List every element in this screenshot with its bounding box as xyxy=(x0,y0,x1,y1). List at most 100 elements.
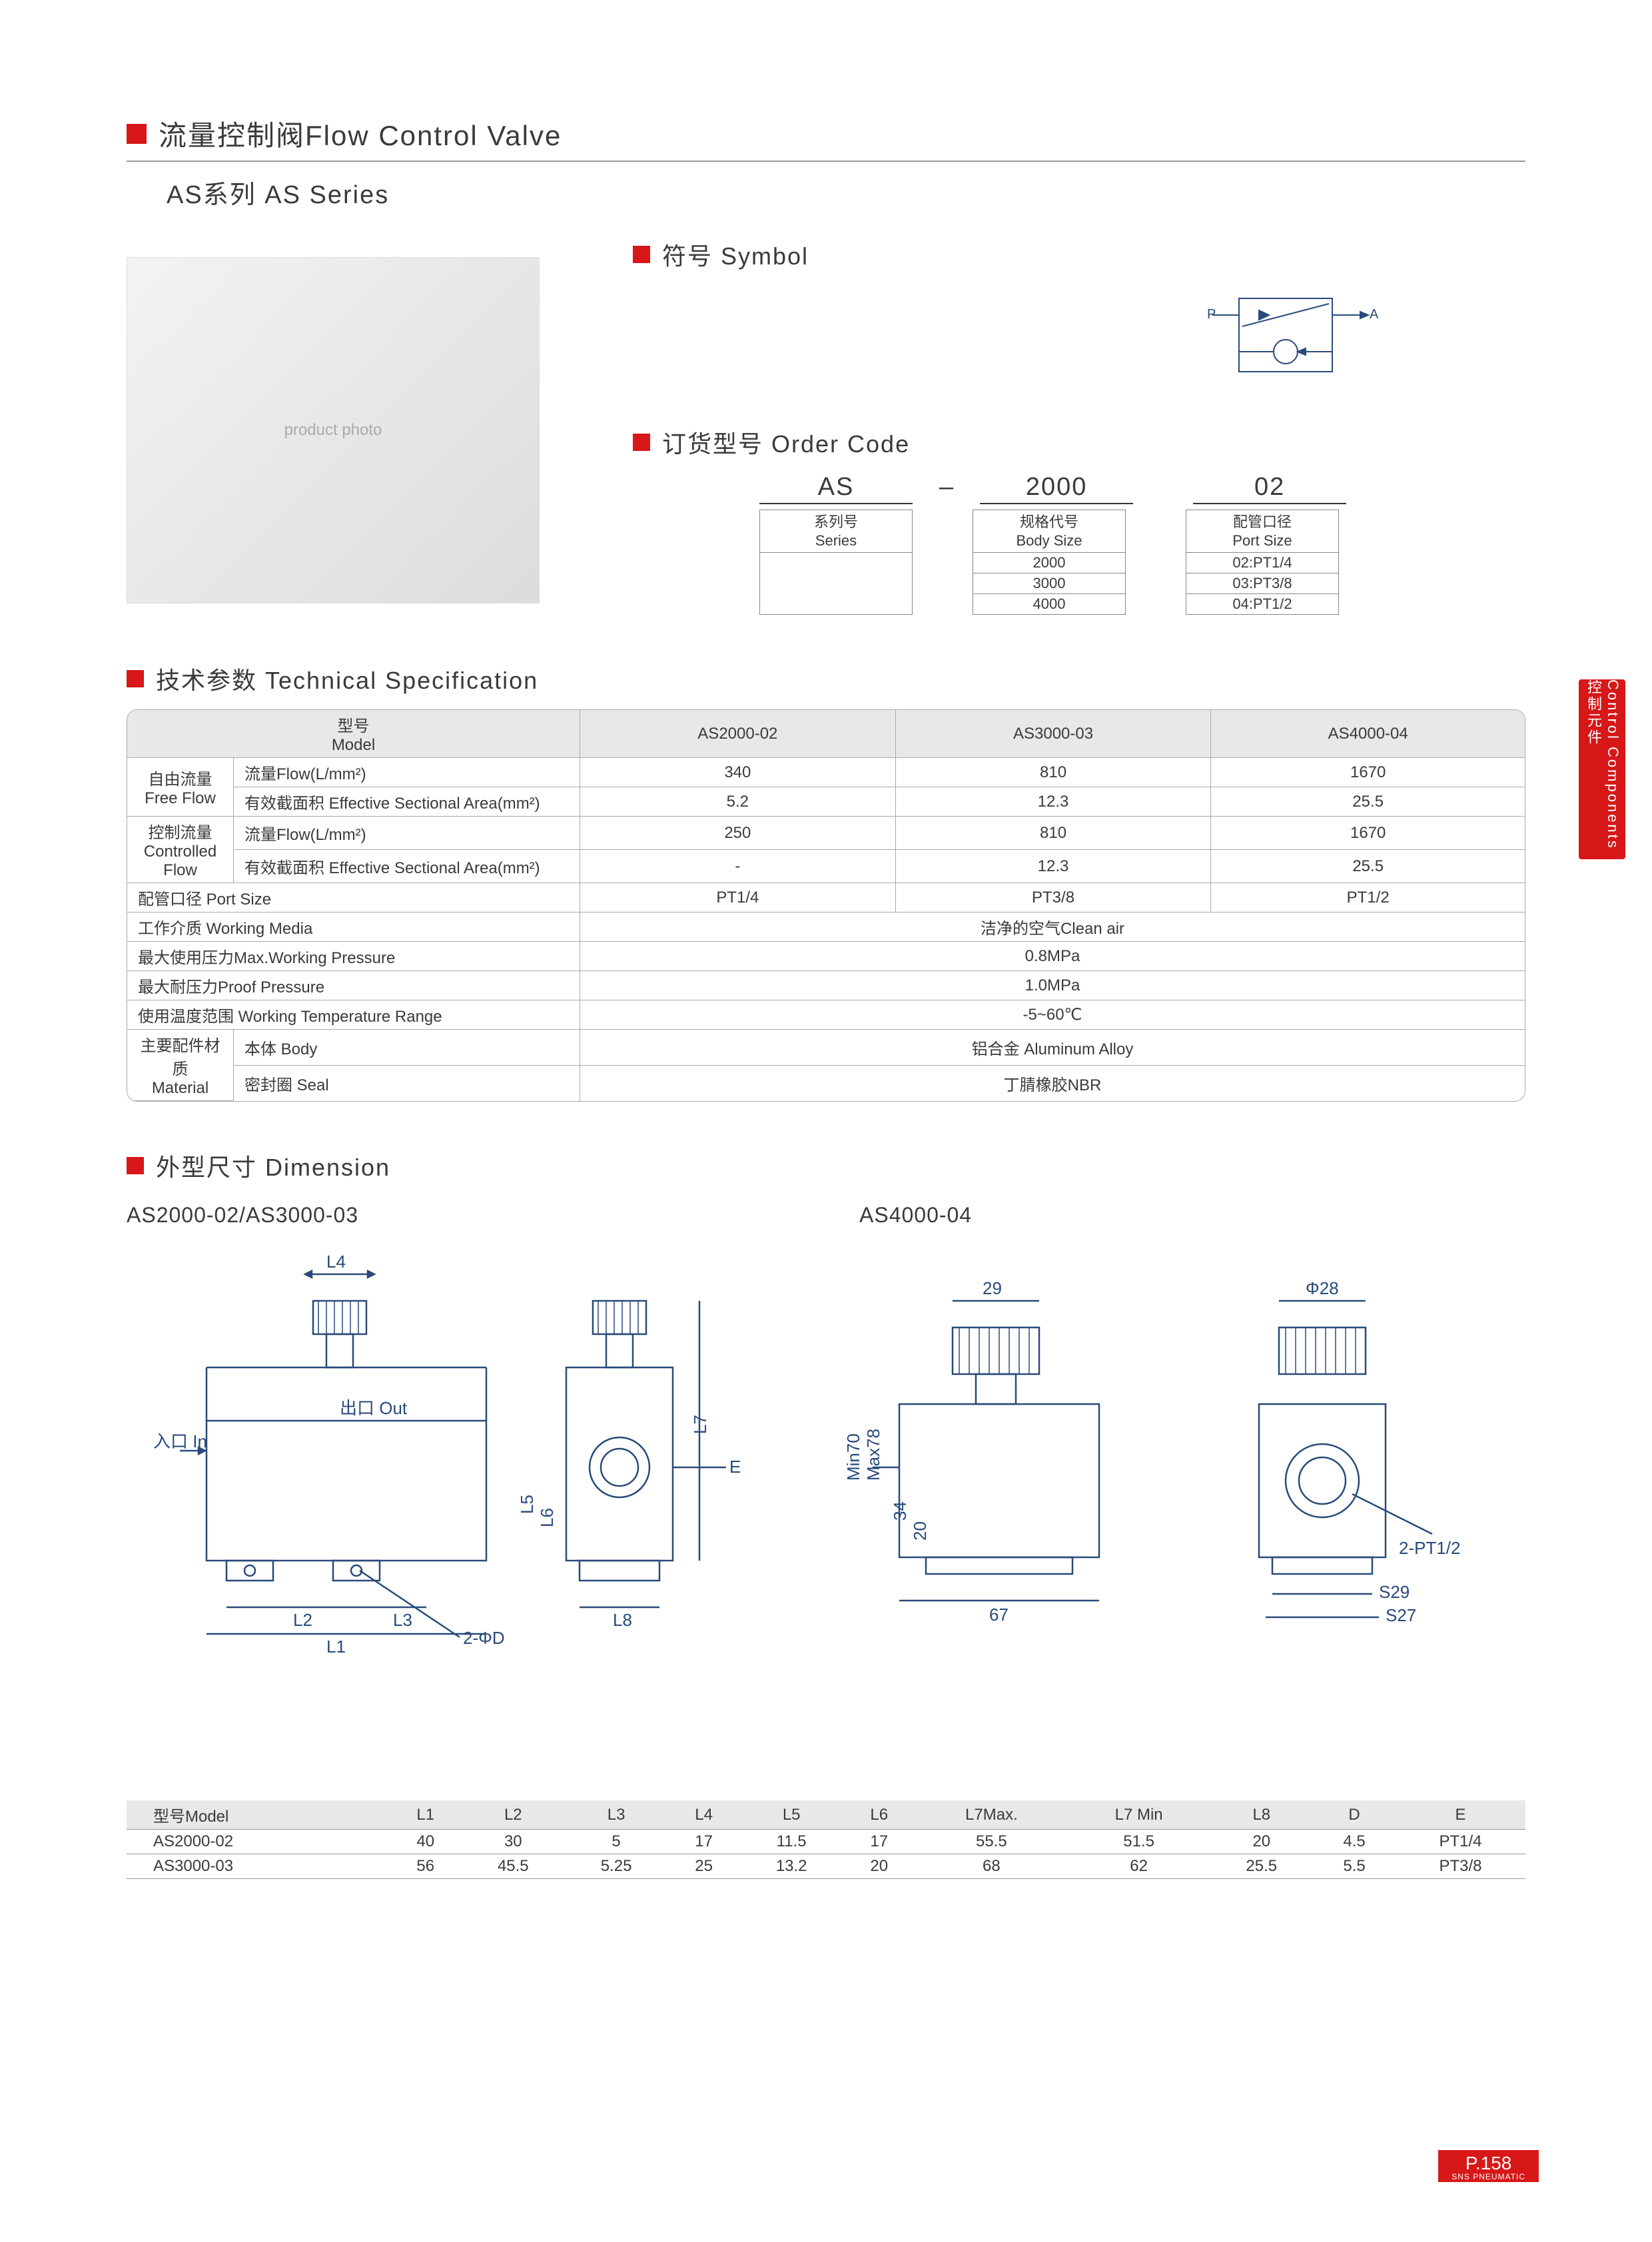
svg-text:L7: L7 xyxy=(690,1415,710,1434)
spec-row-label: 有效截面积 Effective Sectional Area(mm²) xyxy=(234,787,580,817)
dim-table-cell: 17 xyxy=(843,1830,915,1854)
spec-row-label: 最大使用压力Max.Working Pressure xyxy=(127,942,580,971)
order-column: 系列号 Series xyxy=(759,510,913,615)
spec-ctrlflow-label: 控制流量 Controlled Flow xyxy=(127,817,234,883)
dim-table-cell: 25.5 xyxy=(1210,1854,1313,1879)
dim-table-header: 型号Model xyxy=(127,1800,390,1830)
page-title: 流量控制阀Flow Control Valve xyxy=(159,113,562,154)
dimension-heading-text: 外型尺寸 Dimension xyxy=(156,1148,390,1183)
symbol-heading-text: 符号 Symbol xyxy=(662,237,809,272)
page-title-row: 流量控制阀Flow Control Valve xyxy=(127,113,1525,154)
dim-table-cell: 68 xyxy=(915,1854,1068,1879)
dim-table-cell: 45.5 xyxy=(462,1854,565,1879)
dim-table-cell: 40 xyxy=(390,1830,462,1854)
dim-left-title: AS2000-02/AS3000-03 xyxy=(127,1203,859,1228)
spec-model-header: 型号 Model xyxy=(127,710,580,758)
dimension-drawing-left: 入口 In 出口 Out L4 L1 L2 L3 2-ΦD xyxy=(127,1248,806,1661)
spec-row-label: 配管口径 Port Size xyxy=(127,883,580,913)
order-column-row: 3000 xyxy=(973,573,1125,594)
dim-table-header: L7Max. xyxy=(915,1800,1068,1830)
spec-row-label: 密封圈 Seal xyxy=(234,1066,580,1101)
product-photo: product photo xyxy=(127,257,540,603)
dim-table-header: E xyxy=(1396,1800,1525,1830)
spec-row-label: 最大耐压力Proof Pressure xyxy=(127,971,580,1000)
svg-text:L4: L4 xyxy=(326,1252,346,1272)
dim-table-header: L5 xyxy=(740,1800,843,1830)
svg-text:34: 34 xyxy=(890,1501,910,1521)
spec-heading-text: 技术参数 Technical Specification xyxy=(156,661,538,696)
dim-right-title: AS4000-04 xyxy=(859,1203,972,1228)
dim-table-cell: 4.5 xyxy=(1313,1830,1396,1854)
order-column-header: 系列号 Series xyxy=(760,510,912,553)
table-row: AS3000-035645.55.252513.220686225.55.5PT… xyxy=(127,1854,1525,1879)
svg-text:2-PT1/2: 2-PT1/2 xyxy=(1399,1538,1461,1558)
svg-text:67: 67 xyxy=(989,1605,1009,1625)
svg-text:29: 29 xyxy=(983,1278,1002,1298)
dim-table-cell: 5 xyxy=(565,1830,668,1854)
dim-table-cell: 55.5 xyxy=(915,1830,1068,1854)
dim-table-cell: 13.2 xyxy=(740,1854,843,1879)
red-square-icon xyxy=(127,670,144,687)
spec-col-0: AS2000-02 xyxy=(580,710,896,758)
dim-table-cell: 62 xyxy=(1068,1854,1210,1879)
svg-text:Max78: Max78 xyxy=(863,1429,883,1481)
page-number: P.158 xyxy=(1465,2153,1512,2173)
svg-text:L2: L2 xyxy=(293,1610,312,1630)
title-divider xyxy=(127,161,1525,162)
svg-text:S27: S27 xyxy=(1386,1605,1416,1625)
svg-text:L8: L8 xyxy=(613,1610,632,1630)
red-square-icon xyxy=(127,1157,144,1174)
dim-table-cell: 5.25 xyxy=(565,1854,668,1879)
order-heading-text: 订货型号 Order Code xyxy=(662,425,910,460)
dim-table-header: L1 xyxy=(390,1800,462,1830)
spec-col-2: AS4000-04 xyxy=(1211,710,1525,758)
dim-table-cell: PT1/4 xyxy=(1396,1830,1525,1854)
svg-text:L6: L6 xyxy=(537,1508,557,1527)
order-body: 2000 xyxy=(980,473,1133,504)
dim-table-header: L7 Min xyxy=(1068,1800,1210,1830)
order-column: 规格代号 Body Size200030004000 xyxy=(973,510,1126,615)
svg-text:L5: L5 xyxy=(517,1495,537,1514)
spec-material-label: 主要配件材质 Material xyxy=(127,1030,234,1101)
dimension-drawing-right: 29 Min70 Max78 34 20 67 xyxy=(833,1248,1512,1661)
order-column-header: 配管口径 Port Size xyxy=(1186,510,1338,553)
symbol-diagram: P A xyxy=(1206,285,1379,385)
dim-table-cell: 56 xyxy=(390,1854,462,1879)
order-port: 02 xyxy=(1193,473,1346,504)
spec-row-label: 使用温度范围 Working Temperature Range xyxy=(127,1000,580,1030)
dim-table-cell: 20 xyxy=(1210,1830,1313,1854)
spec-row-label: 流量Flow(L/mm²) xyxy=(234,758,580,787)
spec-row-label: 工作介质 Working Media xyxy=(127,913,580,942)
series-subtitle: AS系列 AS Series xyxy=(167,174,1525,210)
dim-table-header: D xyxy=(1313,1800,1396,1830)
svg-text:E: E xyxy=(729,1457,741,1477)
dimension-heading: 外型尺寸 Dimension xyxy=(127,1148,1525,1183)
order-column: 配管口径 Port Size02:PT1/403:PT3/804:PT1/2 xyxy=(1186,510,1339,615)
red-square-icon xyxy=(127,124,147,144)
svg-text:L3: L3 xyxy=(393,1610,412,1630)
dim-table-cell: 51.5 xyxy=(1068,1830,1210,1854)
footer-brand: SNS PNEUMATIC xyxy=(1451,2173,1525,2181)
dim-table-header: L6 xyxy=(843,1800,915,1830)
dim-table-header: L4 xyxy=(667,1800,739,1830)
dim-table-header: L3 xyxy=(565,1800,668,1830)
order-heading: 订货型号 Order Code xyxy=(633,425,1525,460)
dim-table-header: L2 xyxy=(462,1800,565,1830)
dim-table-cell: AS2000-02 xyxy=(127,1830,390,1854)
svg-text:S29: S29 xyxy=(1379,1582,1410,1602)
order-column-header: 规格代号 Body Size xyxy=(973,510,1125,553)
technical-spec-table: 型号 Model AS2000-02 AS3000-03 AS4000-04 自… xyxy=(127,709,1525,1102)
dim-table-cell: 30 xyxy=(462,1830,565,1854)
svg-text:L1: L1 xyxy=(326,1637,346,1657)
spec-heading: 技术参数 Technical Specification xyxy=(127,661,1525,696)
svg-text:出口 Out: 出口 Out xyxy=(340,1398,408,1418)
dim-table-cell: 25 xyxy=(667,1854,739,1879)
order-column-row: 03:PT3/8 xyxy=(1186,573,1338,594)
red-square-icon xyxy=(633,246,650,263)
spec-row-label: 流量Flow(L/mm²) xyxy=(234,817,580,850)
dim-table-cell: 20 xyxy=(843,1854,915,1879)
dimension-table: 型号ModelL1L2L3L4L5L6L7Max.L7 MinL8DE AS20… xyxy=(127,1800,1525,1879)
spec-freeflow-label: 自由流量 Free Flow xyxy=(127,758,234,817)
svg-text:2-ΦD: 2-ΦD xyxy=(463,1628,505,1648)
order-code-block: AS – 2000 02 系列号 Series规格代号 Body Size200… xyxy=(633,473,1525,615)
